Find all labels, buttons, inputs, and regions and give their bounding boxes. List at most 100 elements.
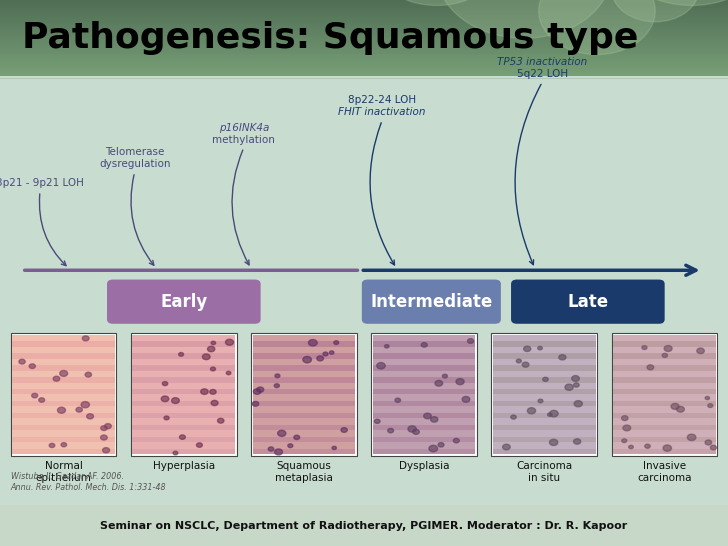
Circle shape bbox=[647, 365, 654, 370]
Bar bbox=[253, 341, 355, 347]
Bar bbox=[373, 437, 475, 442]
Bar bbox=[0, 25, 728, 27]
Bar bbox=[613, 335, 716, 454]
Circle shape bbox=[374, 419, 380, 423]
Bar bbox=[0, 44, 728, 46]
Circle shape bbox=[422, 342, 427, 347]
Bar bbox=[493, 401, 596, 406]
Bar bbox=[132, 425, 235, 430]
Bar bbox=[12, 413, 115, 418]
Bar bbox=[0, 0, 728, 2]
Bar bbox=[251, 333, 357, 456]
Bar bbox=[613, 413, 716, 418]
Circle shape bbox=[201, 389, 208, 394]
Circle shape bbox=[210, 389, 216, 394]
Bar bbox=[131, 333, 237, 456]
Bar bbox=[12, 341, 115, 347]
Circle shape bbox=[622, 439, 627, 443]
Circle shape bbox=[253, 389, 261, 394]
Bar bbox=[253, 413, 355, 418]
Bar bbox=[0, 61, 728, 63]
Bar bbox=[493, 365, 596, 371]
Circle shape bbox=[253, 401, 258, 406]
Bar bbox=[493, 353, 596, 359]
Bar bbox=[132, 377, 235, 383]
Circle shape bbox=[642, 346, 647, 349]
Bar bbox=[0, 4, 728, 5]
Bar bbox=[0, 17, 728, 19]
Circle shape bbox=[100, 426, 107, 430]
Bar bbox=[253, 335, 355, 454]
Bar bbox=[0, 505, 728, 546]
Circle shape bbox=[173, 451, 178, 455]
Bar bbox=[0, 50, 728, 52]
Circle shape bbox=[443, 374, 448, 378]
Circle shape bbox=[467, 339, 474, 343]
Circle shape bbox=[430, 417, 438, 422]
Bar bbox=[253, 353, 355, 359]
Circle shape bbox=[662, 353, 668, 358]
Bar bbox=[0, 6, 728, 8]
Bar bbox=[0, 63, 728, 65]
Bar bbox=[493, 449, 596, 454]
Circle shape bbox=[58, 407, 66, 413]
Circle shape bbox=[697, 348, 704, 354]
Circle shape bbox=[61, 443, 66, 447]
Bar bbox=[0, 69, 728, 71]
Circle shape bbox=[162, 382, 167, 385]
Circle shape bbox=[100, 435, 107, 440]
Circle shape bbox=[574, 439, 581, 444]
Circle shape bbox=[210, 367, 215, 371]
Circle shape bbox=[309, 340, 317, 346]
Circle shape bbox=[60, 371, 68, 376]
Circle shape bbox=[623, 425, 630, 431]
Bar bbox=[0, 33, 728, 34]
Circle shape bbox=[574, 401, 582, 407]
Circle shape bbox=[676, 406, 684, 412]
Circle shape bbox=[164, 416, 169, 420]
Bar bbox=[0, 73, 728, 75]
Circle shape bbox=[371, 0, 502, 5]
Circle shape bbox=[81, 401, 90, 408]
Circle shape bbox=[462, 396, 470, 402]
Bar bbox=[613, 389, 716, 394]
Bar bbox=[613, 401, 716, 406]
Bar bbox=[132, 449, 235, 454]
Circle shape bbox=[408, 426, 416, 432]
Bar bbox=[0, 10, 728, 11]
Bar bbox=[253, 365, 355, 371]
Circle shape bbox=[539, 0, 655, 55]
Bar bbox=[493, 389, 596, 394]
Circle shape bbox=[664, 346, 672, 352]
Bar bbox=[132, 341, 235, 347]
Bar bbox=[613, 449, 716, 454]
Circle shape bbox=[172, 397, 179, 403]
Text: Late: Late bbox=[567, 293, 609, 311]
Bar bbox=[613, 437, 716, 442]
Circle shape bbox=[438, 443, 444, 447]
Text: Pathogenesis: Squamous type: Pathogenesis: Squamous type bbox=[22, 21, 638, 55]
Bar bbox=[12, 425, 115, 430]
Bar bbox=[493, 425, 596, 430]
Text: Telomerase: Telomerase bbox=[105, 147, 165, 157]
Circle shape bbox=[323, 352, 328, 356]
Text: Normal
epithelium: Normal epithelium bbox=[36, 461, 92, 483]
Bar bbox=[612, 333, 717, 456]
Bar bbox=[132, 437, 235, 442]
Circle shape bbox=[105, 424, 111, 429]
FancyBboxPatch shape bbox=[362, 280, 501, 324]
Circle shape bbox=[53, 376, 60, 381]
Bar bbox=[0, 57, 728, 60]
Circle shape bbox=[32, 393, 38, 398]
Bar bbox=[493, 335, 596, 454]
Circle shape bbox=[294, 435, 300, 440]
Circle shape bbox=[645, 444, 650, 448]
Circle shape bbox=[687, 434, 696, 441]
Circle shape bbox=[76, 407, 82, 412]
Circle shape bbox=[274, 449, 282, 455]
Circle shape bbox=[268, 447, 274, 451]
Text: Carcinoma
in situ: Carcinoma in situ bbox=[516, 461, 572, 483]
Bar bbox=[12, 437, 115, 442]
Bar bbox=[0, 71, 728, 73]
Bar bbox=[0, 2, 728, 4]
